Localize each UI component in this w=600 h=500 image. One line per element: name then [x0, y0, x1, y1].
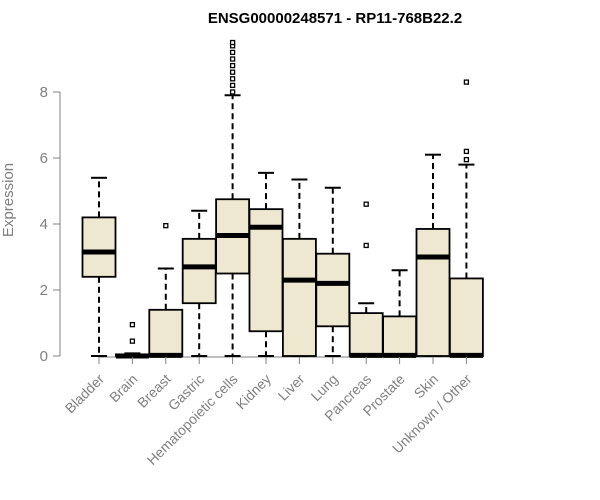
- outlier-point: [163, 222, 169, 229]
- box-lung: [315, 252, 351, 328]
- box-liver: [281, 237, 317, 357]
- plot-area: 02468BladderBrainBreastGastricHematopoie…: [40, 39, 484, 468]
- outlier-point: [229, 76, 236, 82]
- outlier-point: [229, 82, 236, 89]
- box-skin: [415, 228, 451, 357]
- y-axis-label: Expression: [0, 163, 17, 237]
- y-tick-label: 6: [40, 150, 48, 167]
- box-unknown-other: [448, 277, 484, 357]
- box-prostate: [382, 315, 418, 357]
- box-gastric: [181, 237, 217, 305]
- outlier-point: [229, 69, 236, 75]
- chart-title: ENSG00000248571 - RP11-768B22.2: [208, 10, 462, 27]
- x-tick-label: Liver: [275, 371, 308, 404]
- outlier-point: [229, 56, 236, 62]
- y-tick-label: 4: [40, 216, 48, 233]
- outlier-point: [363, 242, 369, 249]
- x-tick-label: Bladder: [62, 371, 108, 417]
- outlier-point: [363, 201, 369, 207]
- outlier-point: [229, 62, 236, 69]
- y-tick-label: 0: [40, 348, 48, 365]
- outlier-point: [229, 49, 236, 56]
- box-pancreas: [348, 312, 384, 357]
- outlier-point: [463, 148, 470, 155]
- x-tick-label: Kidney: [233, 371, 275, 413]
- y-tick-label: 8: [40, 84, 48, 101]
- outlier-point: [129, 321, 136, 328]
- outlier-point: [463, 79, 470, 85]
- outlier-point: [229, 39, 236, 46]
- outlier-point: [229, 89, 236, 95]
- box-bladder: [81, 216, 117, 278]
- outlier-point: [129, 338, 136, 344]
- y-tick-label: 2: [40, 282, 48, 299]
- outlier-point: [463, 156, 470, 163]
- box-breast: [148, 308, 184, 357]
